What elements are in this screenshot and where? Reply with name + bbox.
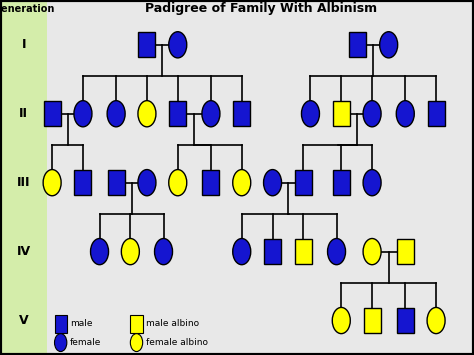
FancyBboxPatch shape	[138, 32, 155, 57]
FancyBboxPatch shape	[333, 170, 350, 195]
FancyBboxPatch shape	[202, 170, 219, 195]
Circle shape	[328, 239, 346, 265]
FancyBboxPatch shape	[295, 239, 312, 264]
Circle shape	[169, 170, 187, 196]
Circle shape	[130, 334, 143, 351]
Circle shape	[332, 307, 350, 334]
FancyBboxPatch shape	[47, 0, 474, 355]
Text: male albino: male albino	[146, 320, 199, 328]
FancyBboxPatch shape	[428, 101, 445, 126]
Circle shape	[155, 239, 173, 265]
Text: Generation: Generation	[0, 4, 55, 14]
FancyBboxPatch shape	[264, 239, 281, 264]
Circle shape	[121, 239, 139, 265]
Text: IV: IV	[17, 245, 31, 258]
Text: Padigree of Family With Albinism: Padigree of Family With Albinism	[145, 2, 377, 16]
Circle shape	[233, 239, 251, 265]
Circle shape	[169, 32, 187, 58]
FancyBboxPatch shape	[130, 315, 143, 333]
Circle shape	[363, 100, 381, 127]
Text: II: II	[19, 107, 28, 120]
Text: III: III	[17, 176, 30, 189]
Circle shape	[138, 100, 156, 127]
Circle shape	[202, 100, 220, 127]
Circle shape	[380, 32, 398, 58]
FancyBboxPatch shape	[349, 32, 366, 57]
FancyBboxPatch shape	[169, 101, 186, 126]
Circle shape	[363, 239, 381, 265]
Text: V: V	[19, 314, 28, 327]
FancyBboxPatch shape	[397, 239, 414, 264]
FancyBboxPatch shape	[74, 170, 91, 195]
Text: I: I	[21, 38, 26, 51]
Circle shape	[43, 170, 61, 196]
Circle shape	[363, 170, 381, 196]
Circle shape	[264, 170, 282, 196]
Circle shape	[396, 100, 414, 127]
FancyBboxPatch shape	[55, 315, 67, 333]
Text: female: female	[70, 338, 101, 347]
Circle shape	[91, 239, 109, 265]
Circle shape	[138, 170, 156, 196]
Circle shape	[233, 170, 251, 196]
FancyBboxPatch shape	[0, 0, 47, 355]
FancyBboxPatch shape	[397, 308, 414, 333]
Circle shape	[427, 307, 445, 334]
FancyBboxPatch shape	[295, 170, 312, 195]
Text: female albino: female albino	[146, 338, 208, 347]
Circle shape	[55, 334, 67, 351]
FancyBboxPatch shape	[108, 170, 125, 195]
FancyBboxPatch shape	[233, 101, 250, 126]
Circle shape	[74, 100, 92, 127]
Circle shape	[107, 100, 125, 127]
Text: male: male	[70, 320, 92, 328]
FancyBboxPatch shape	[44, 101, 61, 126]
Circle shape	[301, 100, 319, 127]
FancyBboxPatch shape	[364, 308, 381, 333]
FancyBboxPatch shape	[333, 101, 350, 126]
